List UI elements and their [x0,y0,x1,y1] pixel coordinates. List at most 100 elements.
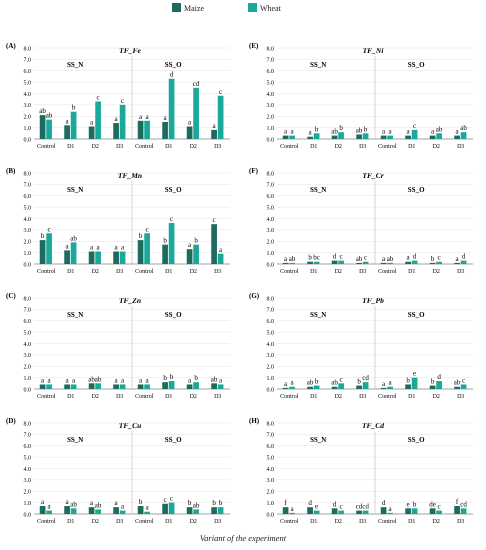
y-tick-label-tf-cu: 8.0 [24,421,32,427]
significance-letter-tf-zn: a [41,376,45,384]
bar-tf-cr-maize [331,260,338,264]
significance-letter-tf-pb: b [357,378,361,386]
y-tick-label-tf-cr: 0.0 [267,262,275,268]
x-tick-label-tf-cd: D1 [408,519,415,525]
significance-letter-tf-fe: ab [39,107,46,115]
bar-tf-pb-wheat [387,386,393,389]
bar-tf-mn-maize [113,251,119,264]
y-tick-label-tf-mn: 6.0 [24,194,32,200]
bar-tf-cd-wheat [289,512,295,514]
significance-letter-tf-pb: b [431,378,435,386]
group-label-tf-cu: SS_O [165,436,182,444]
significance-letter-tf-cu: a [90,499,94,507]
significance-letter-tf-fe: a [213,122,217,130]
x-tick-label-tf-cd: D3 [359,519,366,525]
bar-tf-mn-wheat [217,253,224,264]
significance-letter-tf-cr: b [308,254,312,262]
bar-tf-ni-wheat [460,132,467,139]
significance-letter-tf-cr: ab [289,255,296,263]
legend-item-maize: Maize [172,3,204,14]
significance-letter-tf-zn: b [163,374,167,382]
group-label-tf-fe: SS_N [67,61,83,69]
y-tick-label-tf-cd: 0.0 [267,512,275,518]
significance-letter-tf-ni: a [456,128,460,136]
significance-letter-tf-cd: e [407,500,410,508]
bar-tf-pb-wheat [289,386,295,389]
significance-letter-tf-mn: a [219,246,223,254]
y-tick-label-tf-fe: 7.0 [24,58,32,64]
bar-tf-mn-wheat [46,233,52,264]
significance-letter-tf-cd: f [284,499,287,507]
significance-letter-tf-fe: b [72,104,76,112]
bar-tf-pb-wheat [460,384,467,389]
significance-letter-tf-cu: b [188,499,192,507]
significance-letter-tf-pb: a [389,379,393,387]
bar-tf-cd-maize [380,507,387,514]
significance-letter-tf-pb: d [437,373,441,381]
bar-tf-cu-maize [64,506,70,514]
bar-tf-fe-maize [137,120,144,139]
bar-tf-ni-maize [356,134,362,139]
x-tick-label-tf-pb: Control [378,394,397,400]
x-tick-label-tf-ni: D3 [359,144,366,150]
y-tick-label-tf-cr: 1.0 [267,251,275,257]
significance-letter-tf-fe: a [146,113,150,121]
group-label-tf-cd: SS_O [408,436,425,444]
bar-tf-cu-wheat [217,507,224,514]
group-label-tf-pb: SS_N [310,311,326,319]
significance-letter-tf-ni: a [407,128,411,136]
x-tick-label-tf-mn: D2 [92,269,99,275]
significance-letter-tf-fe: c [121,97,124,105]
x-tick-label-tf-cr: D3 [359,269,366,275]
panel-title-tf-mn: TF_Mn [118,171,142,180]
significance-letter-tf-pb: c [340,375,343,383]
significance-letter-tf-ni: b [315,125,319,133]
bar-tf-ni-wheat [411,129,418,139]
y-tick-label-tf-zn: 2.0 [24,365,32,371]
panel-label-tf-zn: (C) [6,292,16,300]
bar-tf-mn-wheat [168,223,175,264]
significance-letter-tf-ni: a [284,128,288,136]
bar-tf-cu-wheat [119,510,126,514]
significance-letter-tf-fe: ab [46,112,53,120]
bar-tf-fe-maize [39,115,46,139]
significance-letter-tf-cd: e [315,503,318,511]
bar-tf-zn-wheat [217,384,224,389]
x-tick-label-tf-mn: Control [135,269,154,275]
y-tick-label-tf-ni: 2.0 [267,115,275,121]
y-tick-label-tf-cd: 5.0 [267,455,275,461]
x-tick-label-tf-cu: D3 [214,519,221,525]
x-tick-label-tf-fe: D2 [92,144,99,150]
bar-tf-ni-maize [282,135,289,139]
significance-letter-tf-cd: a [291,505,295,513]
panel-title-tf-ni: TF_Ni [363,46,385,55]
bar-tf-cd-maize [405,508,411,514]
x-tick-label-tf-fe: Control [37,144,56,150]
panel-title-tf-cd: TF_Cd [362,421,384,430]
panel-title-tf-fe: TF_Fe [119,46,141,55]
bar-tf-pb-maize [429,385,436,389]
significance-letter-tf-zn: a [72,376,76,384]
bar-tf-cr-maize [429,262,436,264]
bar-tf-cd-maize [307,507,313,514]
bar-tf-mn-maize [211,224,217,264]
x-tick-label-tf-fe: D2 [190,144,197,150]
significance-letter-tf-cr: d [462,253,466,261]
bar-tf-mn-wheat [70,242,77,264]
significance-letter-tf-ni: b [364,125,368,133]
bar-tf-zn-maize [162,382,168,389]
significance-letter-tf-cu: c [170,495,173,503]
bar-tf-zn-wheat [70,384,77,389]
bar-tf-ni-maize [380,135,387,139]
bar-tf-cr-maize [307,261,313,264]
significance-letter-tf-mn: a [121,243,125,251]
group-label-tf-fe: SS_O [165,61,182,69]
significance-letter-tf-pb: ab [307,379,314,387]
y-tick-label-tf-mn: 4.0 [24,217,32,223]
group-label-tf-ni: SS_N [310,61,326,69]
significance-letter-tf-ni: ab [356,126,363,134]
significance-letter-tf-mn: a [188,241,192,249]
significance-letter-tf-fe: a [164,114,168,122]
bar-tf-cr-wheat [436,261,442,264]
y-tick-label-tf-mn: 0.0 [24,262,32,268]
